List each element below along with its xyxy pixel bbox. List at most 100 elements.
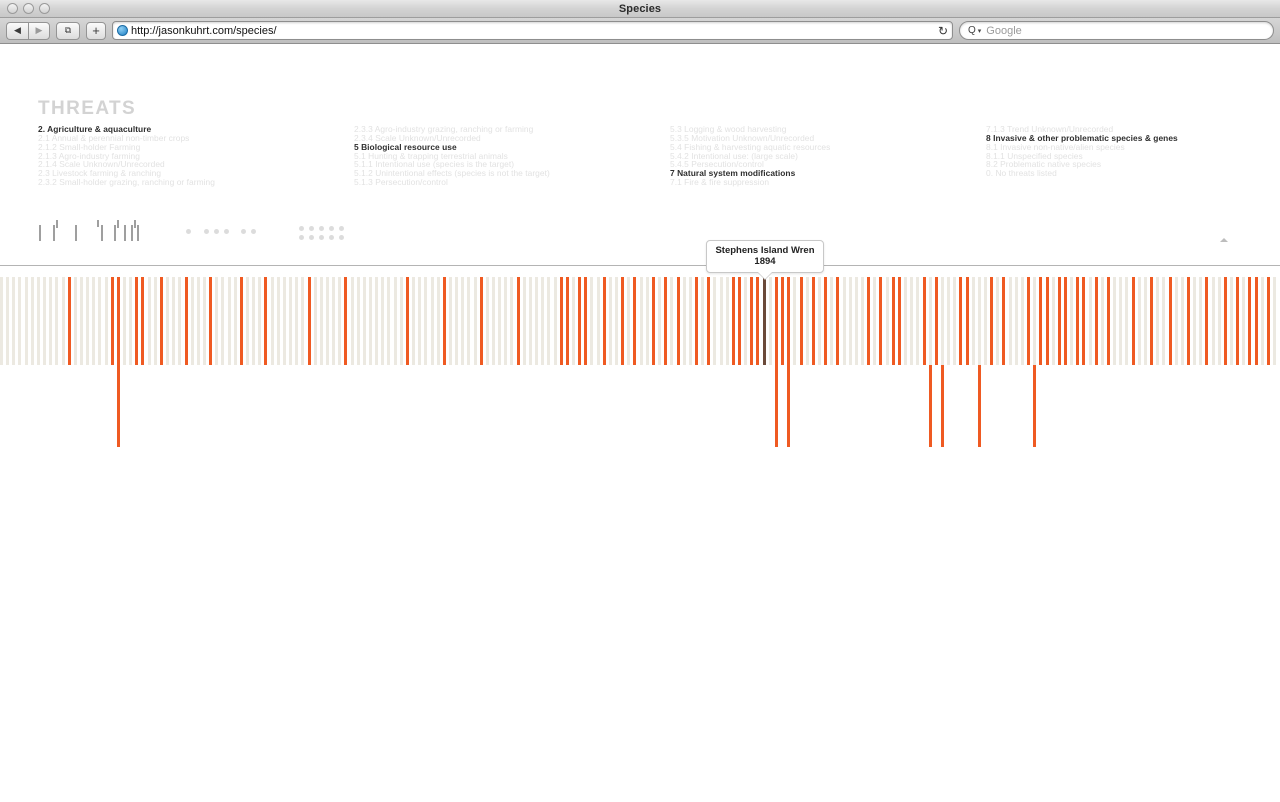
timeline-bar[interactable] <box>830 277 834 365</box>
timeline-bar[interactable] <box>707 277 711 365</box>
timeline-drop-marker[interactable] <box>774 365 778 447</box>
timeline-bar[interactable] <box>467 277 471 365</box>
threat-item[interactable]: 7 Natural system modifications <box>670 168 796 179</box>
timeline-bar[interactable] <box>510 277 514 365</box>
timeline-bar[interactable] <box>756 277 760 365</box>
timeline-bar[interactable] <box>934 277 938 365</box>
timeline-bar[interactable] <box>885 277 889 365</box>
timeline-bar[interactable] <box>1131 277 1135 365</box>
timeline-bar[interactable] <box>971 277 975 365</box>
timeline-bar[interactable] <box>584 277 588 365</box>
timeline-bar[interactable] <box>307 277 311 365</box>
timeline-bar[interactable] <box>615 277 618 365</box>
timeline-bar[interactable] <box>92 277 96 365</box>
timeline-bar[interactable] <box>977 277 981 365</box>
timeline-bar[interactable] <box>319 277 323 365</box>
timeline-bar[interactable] <box>356 277 360 365</box>
timeline-bar[interactable] <box>1143 277 1147 365</box>
timeline-bar[interactable] <box>12 277 16 365</box>
timeline-drop-marker[interactable] <box>116 365 120 447</box>
timeline-bar[interactable] <box>36 277 40 365</box>
timeline-bar[interactable] <box>897 277 901 365</box>
timeline-bar[interactable] <box>350 277 354 365</box>
threat-item[interactable]: 2.1 Annual & perennial non-timber crops <box>38 132 190 143</box>
timeline-bar[interactable] <box>744 277 748 365</box>
threat-item[interactable]: 5.1.1 Intentional use (species is the ta… <box>354 159 515 170</box>
threat-item[interactable]: 7.1 Fire & fire suppression <box>670 177 770 188</box>
address-bar[interactable]: http://jasonkuhrt.com/species/ ↻ <box>112 21 953 40</box>
timeline-bar[interactable] <box>861 277 864 365</box>
timeline-bar[interactable] <box>448 277 452 365</box>
timeline-bar[interactable] <box>1063 277 1067 365</box>
timeline-bar[interactable] <box>559 277 563 365</box>
timeline-bar[interactable] <box>719 277 723 365</box>
timeline-bar[interactable] <box>959 277 963 365</box>
new-tab-button[interactable]: + <box>86 21 106 40</box>
timeline-bar[interactable] <box>264 277 268 365</box>
chevron-down-icon[interactable]: ▾ <box>977 27 982 35</box>
timeline-bar[interactable] <box>953 277 957 365</box>
timeline-bar[interactable] <box>61 277 65 365</box>
threat-item[interactable]: 5.4.2 Intentional use: (large scale) <box>670 150 798 161</box>
timeline-bar[interactable] <box>1119 277 1123 365</box>
timeline-bar[interactable] <box>479 277 483 365</box>
timeline-bar[interactable] <box>233 277 237 365</box>
timeline-bar[interactable] <box>621 277 625 365</box>
timeline-bar[interactable] <box>645 277 649 365</box>
timeline-bar[interactable] <box>904 277 908 365</box>
timeline-bar[interactable] <box>1100 277 1104 365</box>
timeline-bar[interactable] <box>141 277 145 365</box>
timeline-bar[interactable] <box>221 277 225 365</box>
timeline-bar[interactable] <box>258 277 262 365</box>
timeline-bar[interactable] <box>282 277 286 365</box>
timeline-bar[interactable] <box>1070 277 1074 365</box>
timeline-bar[interactable] <box>817 277 821 365</box>
timeline-bar[interactable] <box>824 277 828 365</box>
threat-item[interactable]: 0. No threats listed <box>986 168 1057 179</box>
threat-item[interactable]: 5.3.5 Motivation Unknown/Unrecorded <box>670 132 815 143</box>
timeline-bar[interactable] <box>461 277 465 365</box>
timeline-bar[interactable] <box>104 277 108 365</box>
timeline-bar[interactable] <box>787 277 791 365</box>
timeline-bar[interactable] <box>485 277 489 365</box>
timeline-drop-marker[interactable] <box>977 365 981 447</box>
timeline-bar[interactable] <box>43 277 47 365</box>
threat-item[interactable]: 2.3 Livestock farming & ranching <box>38 168 162 179</box>
timeline-bar[interactable] <box>430 277 434 365</box>
timeline-bar[interactable] <box>1260 277 1264 365</box>
threat-item[interactable]: 2. Agriculture & aquaculture <box>38 124 152 134</box>
timeline-bar[interactable] <box>227 277 231 365</box>
timeline-bar[interactable] <box>270 277 274 365</box>
timeline-bar[interactable] <box>811 277 815 365</box>
timeline-drop-marker[interactable] <box>1033 365 1037 447</box>
timeline-bar[interactable] <box>369 277 372 365</box>
timeline-bar[interactable] <box>1248 277 1252 365</box>
threat-item[interactable]: 5.4.5 Persecution/control <box>670 159 764 170</box>
timeline-bar[interactable] <box>867 277 871 365</box>
timeline-bar[interactable] <box>910 277 914 365</box>
timeline-bar[interactable] <box>1211 277 1215 365</box>
timeline-bar[interactable] <box>750 277 754 365</box>
timeline-bar[interactable] <box>676 277 680 365</box>
timeline-bar[interactable] <box>405 277 409 365</box>
timeline-bar[interactable] <box>793 277 797 365</box>
timeline-bar[interactable] <box>172 277 176 365</box>
timeline-bar[interactable] <box>166 277 170 365</box>
timeline-bar[interactable] <box>1156 277 1160 365</box>
timeline-bar[interactable] <box>30 277 34 365</box>
timeline-bar[interactable] <box>153 277 157 365</box>
timeline-bar[interactable] <box>879 277 883 365</box>
threat-item[interactable]: 8 Invasive & other problematic species &… <box>986 132 1178 143</box>
timeline-bar[interactable] <box>608 277 612 365</box>
threat-item[interactable]: 5.1 Hunting & trapping terrestrial anima… <box>354 150 508 161</box>
timeline-bar[interactable] <box>799 277 803 365</box>
timeline-bar[interactable] <box>159 277 163 365</box>
timeline-bar[interactable] <box>246 277 249 365</box>
timeline-bar[interactable] <box>344 277 348 365</box>
timeline-bar[interactable] <box>1150 277 1154 365</box>
timeline-bar[interactable] <box>1236 277 1240 365</box>
timeline-bar[interactable] <box>55 277 59 365</box>
timeline-bar[interactable] <box>1094 277 1098 365</box>
timeline-bar[interactable] <box>1051 277 1055 365</box>
timeline-bar[interactable] <box>664 277 668 365</box>
